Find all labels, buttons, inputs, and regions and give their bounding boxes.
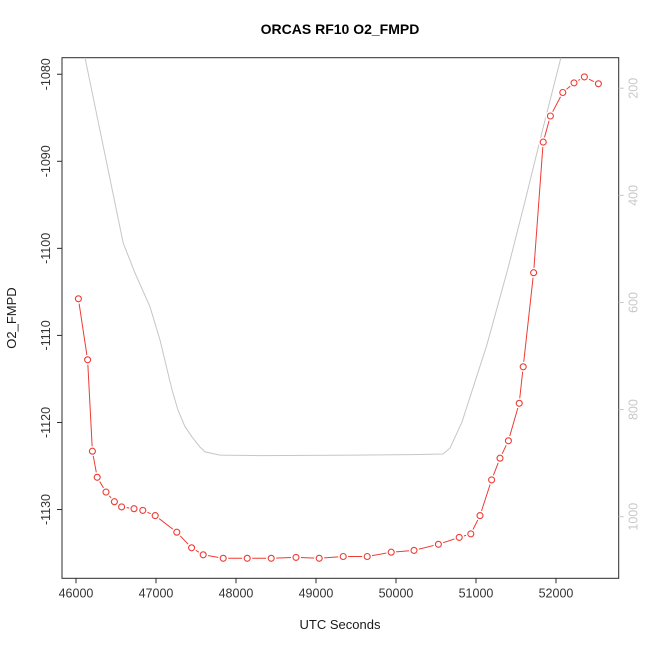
series-red-marker: [504, 437, 512, 445]
series-red-marker: [173, 528, 181, 536]
series-red-marker: [151, 512, 159, 520]
y-right-tick-label: 600: [627, 292, 641, 313]
chart-title: ORCAS RF10 O2_FMPD: [261, 21, 420, 37]
y-left-tick-label: -1120: [39, 407, 53, 438]
series-red-marker: [93, 473, 101, 481]
series-red-marker: [110, 498, 118, 506]
series-red-marker: [118, 503, 126, 511]
x-tick-label: 47000: [139, 586, 174, 600]
series-gray-line: [84, 57, 562, 457]
plot-border: [61, 57, 620, 579]
series-red-marker: [219, 554, 227, 562]
y-left-tick-label: -1080: [39, 58, 53, 90]
series-red-group: [73, 71, 604, 564]
series-red-marker: [292, 553, 300, 561]
series-red-marker: [84, 356, 92, 364]
plot-area: 46000 47000 48000 49000 50000 51000 52000 -1080…: [39, 57, 641, 600]
series-red-marker: [559, 88, 567, 97]
series-red-marker: [546, 112, 554, 120]
series-red-marker: [88, 447, 96, 455]
series-red-marker: [467, 530, 475, 538]
x-tick-label: 49000: [299, 586, 334, 600]
y-axis-label: O2_FMPD: [4, 287, 19, 348]
series-red-marker: [267, 554, 275, 562]
series-red-marker: [434, 540, 442, 548]
y-right-tick-label: 1000: [627, 503, 641, 531]
series-red-marker: [188, 544, 196, 552]
x-axis-label: UTC Seconds: [300, 617, 381, 632]
series-red-marker: [455, 533, 463, 541]
series-red-marker: [139, 506, 147, 514]
series-red-marker: [363, 552, 371, 561]
series-red-marker: [410, 546, 418, 554]
series-red-marker: [515, 399, 523, 407]
x-tick-label: 51000: [459, 586, 494, 600]
series-red-marker: [130, 505, 138, 513]
series-red-marker: [594, 80, 602, 88]
series-red-marker: [199, 551, 207, 559]
series-red-marker: [496, 454, 504, 462]
y-left-tick-label: -1110: [39, 320, 53, 350]
series-red-marker: [476, 512, 484, 520]
series-red-marker: [530, 269, 538, 277]
y-left-tick-label: -1090: [39, 145, 53, 177]
series-red-marker: [339, 552, 347, 561]
series-red-marker: [102, 488, 110, 496]
series-red-marker: [570, 79, 578, 87]
series-red-marker: [519, 363, 527, 371]
series-red-marker: [74, 295, 82, 303]
series-red-marker: [580, 73, 588, 81]
x-tick-label: 46000: [59, 586, 94, 600]
y-left-tick-label: -1100: [39, 233, 53, 264]
series-red-line: [77, 76, 599, 559]
y-left-tick-label: -1130: [39, 494, 53, 525]
series-red-marker: [539, 138, 547, 146]
series-red-marker: [243, 554, 251, 562]
y-right-tick-label: 800: [627, 399, 641, 420]
series-gray-group: [84, 57, 562, 457]
series-red-marker: [387, 548, 395, 556]
x-tick-label: 52000: [539, 586, 574, 600]
x-tick-label: 48000: [219, 586, 254, 600]
series-red-marker: [315, 554, 323, 562]
x-tick-label: 50000: [379, 586, 414, 600]
series-red-marker: [488, 476, 496, 484]
y-right-tick-label: 400: [627, 185, 641, 206]
y-right-tick-label: 200: [627, 78, 641, 99]
